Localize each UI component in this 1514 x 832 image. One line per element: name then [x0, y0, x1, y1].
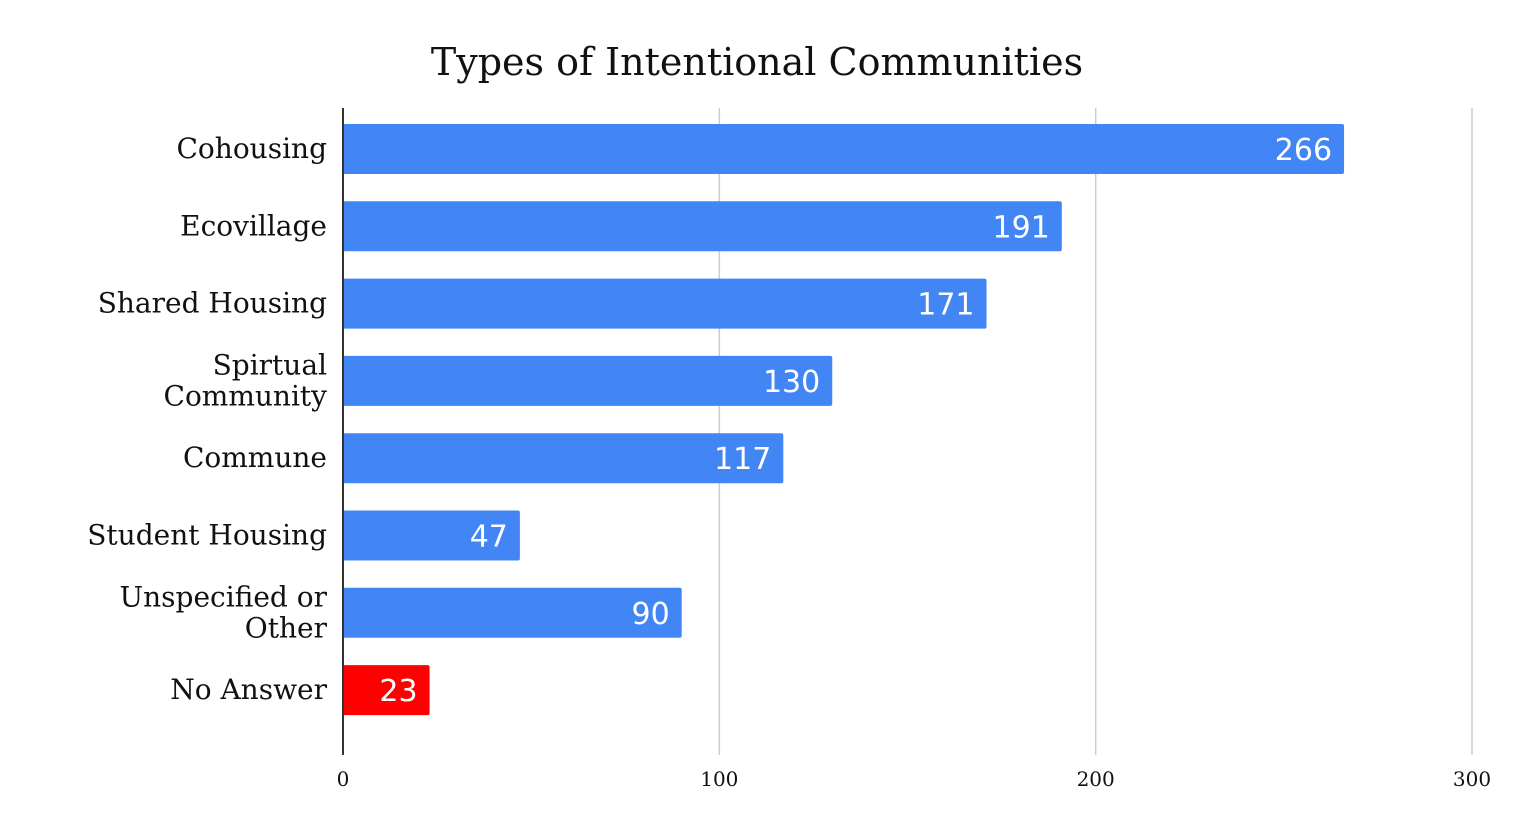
category-label: Cohousing — [177, 132, 328, 165]
bar — [343, 124, 1345, 174]
bar — [343, 201, 1062, 252]
bar — [343, 355, 833, 406]
bar-value-label: 130 — [763, 365, 820, 400]
category-label-line: Student Housing — [87, 519, 327, 552]
bar — [343, 665, 430, 716]
bar-value-label: 90 — [632, 597, 670, 632]
bar — [343, 278, 987, 329]
x-tick-label: 0 — [337, 767, 350, 791]
category-label: Shared Housing — [98, 287, 327, 320]
category-label: Student Housing — [87, 519, 327, 552]
bar-value-label: 266 — [1275, 133, 1332, 168]
x-tick-label: 300 — [1453, 767, 1491, 791]
bar-value-label: 117 — [714, 442, 771, 477]
x-tick-label: 200 — [1077, 767, 1115, 791]
bar — [343, 433, 784, 484]
category-label-line: Other — [245, 611, 328, 644]
category-label-line: Community — [164, 379, 328, 412]
x-axis-ticks: 0 100 200 300 — [337, 767, 1491, 791]
category-label-line: Unspecified or — [120, 580, 328, 613]
category-label: Spirtual Community — [164, 348, 328, 412]
chart-title: Types of Intentional Communities — [431, 40, 1083, 84]
x-tick-label: 100 — [700, 767, 738, 791]
category-label: Commune — [183, 441, 327, 474]
category-label-line: Shared Housing — [98, 287, 327, 320]
bar-value-label: 23 — [379, 674, 417, 709]
bars-layer: 266 191 171 130 117 47 90 23 — [343, 124, 1345, 716]
bar-value-label: 171 — [917, 288, 974, 323]
category-label: No Answer — [170, 673, 327, 706]
category-label-line: Cohousing — [177, 132, 328, 165]
bar — [343, 587, 682, 638]
category-label-line: Spirtual — [213, 348, 327, 381]
category-label-line: Ecovillage — [180, 209, 327, 242]
bar — [343, 510, 520, 561]
category-label: Unspecified or Other — [120, 580, 328, 644]
bar-value-label: 191 — [993, 210, 1050, 245]
category-labels: Cohousing Ecovillage Shared Housing Spirtua… — [87, 132, 327, 706]
bar-value-label: 47 — [470, 520, 508, 555]
category-label-line: No Answer — [170, 673, 327, 706]
category-label-line: Commune — [183, 441, 327, 474]
category-label: Ecovillage — [180, 209, 327, 242]
